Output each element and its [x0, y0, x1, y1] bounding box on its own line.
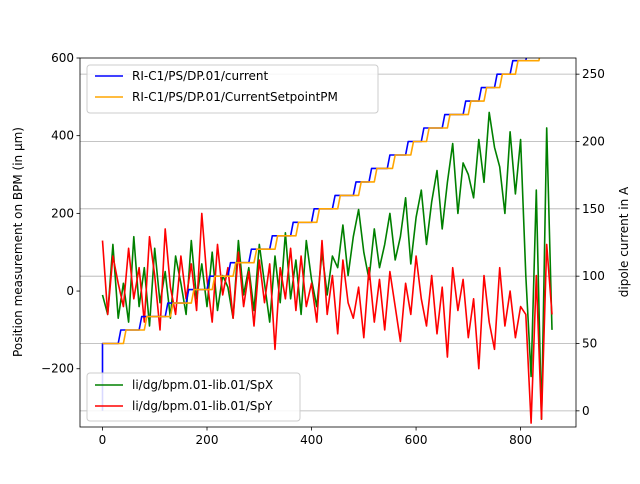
x-tick-label: 0	[99, 433, 107, 447]
left-y-tick-label: −200	[41, 362, 74, 376]
left-y-tick-label: 200	[51, 206, 74, 220]
right-y-tick-label: 200	[582, 134, 605, 148]
x-tick-label: 400	[300, 433, 323, 447]
series-line-li-dg-bpm-01-lib-01-spx	[101, 111, 553, 421]
left-y-axis: −200 0 200 400 600	[41, 51, 80, 376]
left-y-tick-label: 600	[51, 51, 74, 65]
right-y-axis: 0 50 100 150 200 250	[576, 67, 605, 418]
plot-frame	[79, 57, 577, 428]
left-y-axis-label: Position measurement on BPM (in μm)	[11, 127, 25, 357]
left-y-tick-label: 400	[51, 129, 74, 143]
legend-label-spx: li/dg/bpm.01-lib.01/SpX	[132, 378, 273, 392]
right-y-tick-label: 50	[582, 337, 597, 351]
legend-bottom-frame	[86, 372, 301, 422]
series-layer	[101, 58, 553, 424]
series-line-ri-c1-ps-dp-01-currentsetpointpm	[102, 58, 541, 345]
legend-label-setpoint: RI-C1/PS/DP.01/CurrentSetpointPM	[132, 90, 338, 104]
x-tick-label: 200	[196, 433, 219, 447]
x-axis: 0 200 400 600 800	[99, 427, 532, 447]
right-y-tick-label: 150	[582, 202, 605, 216]
right-y-tick-label: 0	[582, 404, 590, 418]
right-y-tick-label: 100	[582, 269, 605, 283]
legend-label-current: RI-C1/PS/DP.01/current	[132, 69, 268, 83]
legend-bottom: li/dg/bpm.01-lib.01/SpX li/dg/bpm.01-lib…	[86, 372, 301, 422]
right-y-tick-label: 250	[582, 67, 605, 81]
series-line-li-dg-bpm-01-lib-01-spy	[101, 212, 553, 424]
left-y-tick-label: 0	[66, 284, 74, 298]
x-tick-label: 600	[405, 433, 428, 447]
legend-top-frame	[86, 64, 379, 114]
x-tick-label: 800	[509, 433, 532, 447]
legend-label-spy: li/dg/bpm.01-lib.01/SpY	[132, 399, 273, 413]
right-y-axis-label: dipole current in A	[617, 186, 631, 297]
legend-top: RI-C1/PS/DP.01/current RI-C1/PS/DP.01/Cu…	[86, 64, 379, 114]
